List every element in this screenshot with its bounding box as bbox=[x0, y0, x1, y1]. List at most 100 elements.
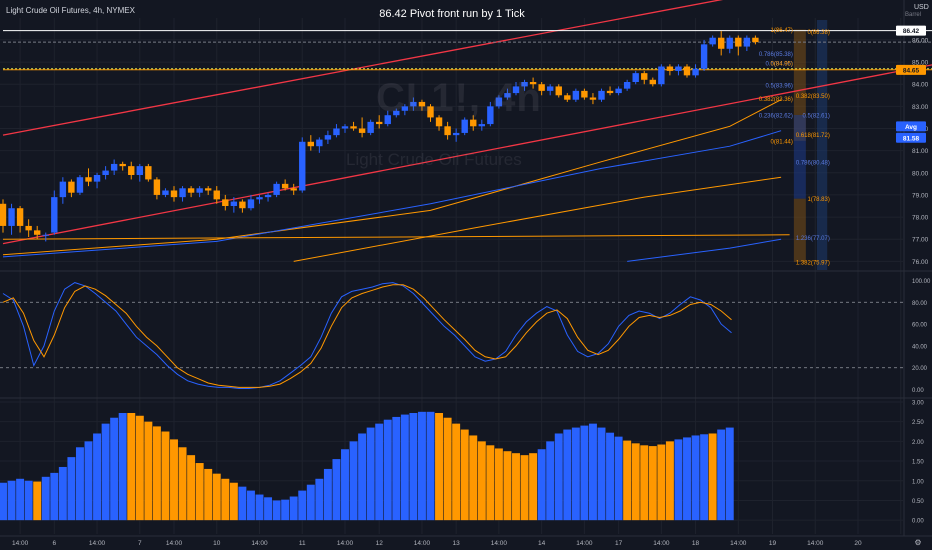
histogram-bar bbox=[435, 413, 444, 521]
candle-body bbox=[0, 203, 7, 226]
histogram-bar bbox=[392, 416, 401, 521]
candle-body bbox=[110, 163, 118, 171]
histogram-bar bbox=[512, 453, 520, 521]
histogram-bar bbox=[546, 441, 555, 521]
session-highlight bbox=[816, 20, 828, 270]
candle-body bbox=[435, 117, 443, 127]
fib-level-label: 0.236(82.62) bbox=[759, 113, 793, 119]
symbol-info: Light Crude Oil Futures, 4h, NYMEX bbox=[6, 6, 135, 15]
fib-zone bbox=[793, 29, 806, 64]
candle-body bbox=[222, 199, 229, 206]
histogram-bar bbox=[460, 429, 469, 521]
time-tick-label: 14:00 bbox=[251, 540, 268, 547]
fib-level-label: 0.5(84.06) bbox=[766, 62, 793, 68]
candle-body bbox=[136, 166, 143, 175]
histogram-bar bbox=[597, 427, 606, 521]
price-label-text: Avg bbox=[905, 124, 917, 131]
histogram-bar bbox=[665, 441, 674, 521]
fib-level-label: 0.5(83.96) bbox=[766, 84, 793, 90]
overlay-ma-line bbox=[293, 176, 782, 262]
currency-label: USD bbox=[914, 4, 929, 11]
oscillator-tick-label: 100.00 bbox=[912, 279, 931, 285]
histogram-bar bbox=[580, 425, 589, 521]
overlay-level-line bbox=[2, 234, 790, 240]
candle-body bbox=[538, 84, 545, 91]
histogram-bar bbox=[725, 427, 734, 521]
candle-body bbox=[487, 106, 494, 125]
candle-body bbox=[333, 128, 340, 136]
candle-body bbox=[589, 97, 597, 100]
fib-level-label: 1.236(77.07) bbox=[796, 236, 830, 242]
candle-body bbox=[358, 128, 366, 133]
candle-body bbox=[341, 126, 349, 129]
histogram-bar bbox=[101, 423, 110, 521]
candle-body bbox=[34, 230, 41, 235]
candle-body bbox=[119, 163, 126, 167]
fib-zone bbox=[793, 63, 806, 99]
histogram-bar bbox=[170, 439, 178, 521]
histogram-bar bbox=[264, 497, 273, 521]
candle-body bbox=[444, 126, 451, 136]
overlay-channel-line bbox=[2, 64, 932, 245]
candle-body bbox=[735, 37, 742, 47]
candle-body bbox=[504, 93, 511, 98]
histogram-bar bbox=[417, 411, 426, 521]
candle-body bbox=[427, 106, 434, 118]
fib-zone bbox=[793, 198, 806, 238]
candle-body bbox=[8, 208, 15, 226]
candle-body bbox=[512, 86, 520, 94]
histogram-bar bbox=[452, 423, 461, 521]
candle-body bbox=[230, 201, 238, 206]
histogram-bar bbox=[503, 451, 512, 521]
histogram-bar bbox=[341, 449, 349, 521]
histogram-bar bbox=[717, 429, 726, 521]
time-tick-label: 14:00 bbox=[653, 540, 670, 547]
histogram-bar bbox=[306, 484, 315, 521]
candle-body bbox=[700, 44, 708, 69]
oscillator-tick-label: 60.00 bbox=[912, 323, 928, 329]
histogram-bar bbox=[700, 434, 709, 521]
candle-body bbox=[93, 175, 101, 182]
watermark-name: Light Crude Oil Futures bbox=[346, 150, 522, 169]
price-tick-label: 77.00 bbox=[912, 237, 929, 244]
histogram-tick-label: 3.00 bbox=[912, 400, 924, 406]
fib-zone bbox=[793, 237, 806, 263]
candle-body bbox=[196, 188, 203, 193]
settings-gear-icon[interactable]: ⚙ bbox=[914, 538, 921, 547]
candle-body bbox=[632, 73, 639, 82]
candle-body bbox=[615, 88, 622, 94]
candle-body bbox=[692, 68, 699, 76]
histogram-bar bbox=[571, 427, 580, 521]
histogram-bar bbox=[0, 482, 7, 521]
time-tick-label: 6 bbox=[52, 540, 56, 547]
candle-body bbox=[452, 132, 460, 136]
fib-level-label: 0.382(83.36) bbox=[759, 97, 793, 103]
histogram-bar bbox=[375, 423, 384, 521]
candle-body bbox=[529, 82, 537, 85]
price-label-text: 84.65 bbox=[903, 67, 920, 74]
oscillator-series-line bbox=[2, 282, 732, 389]
fib-level-label: 0.786(85.38) bbox=[759, 52, 793, 58]
time-tick-label: 7 bbox=[138, 540, 142, 547]
histogram-bar bbox=[323, 468, 332, 521]
candle-body bbox=[324, 135, 332, 140]
candle-body bbox=[461, 119, 468, 133]
time-tick-label: 14:00 bbox=[491, 540, 508, 547]
candle-body bbox=[68, 181, 75, 193]
histogram-bar bbox=[349, 441, 358, 521]
histogram-bar bbox=[229, 482, 238, 521]
histogram-bar bbox=[366, 427, 375, 521]
time-tick-label: 14 bbox=[538, 540, 546, 547]
candle-body bbox=[401, 106, 409, 111]
time-tick-label: 12 bbox=[376, 540, 384, 547]
price-label-box bbox=[896, 25, 926, 36]
histogram-bar bbox=[426, 411, 435, 521]
candle-body bbox=[581, 90, 588, 98]
histogram-bar bbox=[50, 472, 59, 521]
histogram-bar bbox=[135, 415, 144, 521]
time-tick-label: 20 bbox=[854, 540, 862, 547]
candle-body bbox=[239, 201, 246, 209]
histogram-bar bbox=[443, 417, 452, 521]
fib-level-label: 0.5(82.61) bbox=[802, 113, 829, 119]
